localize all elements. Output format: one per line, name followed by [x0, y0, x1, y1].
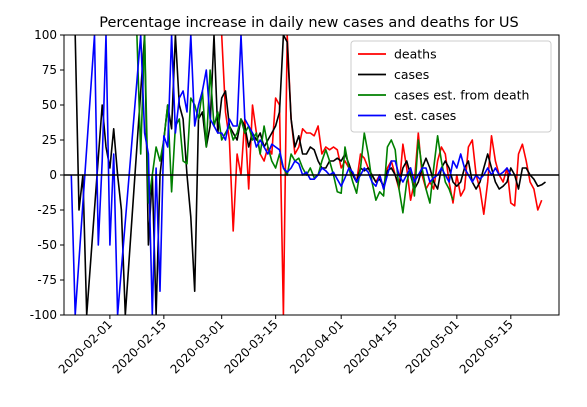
- legend-box: [350, 40, 552, 133]
- legend-label: deaths: [394, 47, 437, 62]
- y-tick-label: 50: [42, 98, 57, 112]
- y-tick-label: 100: [34, 28, 57, 42]
- y-tick-label: -75: [37, 273, 57, 287]
- y-tick-label: 75: [42, 63, 57, 77]
- y-tick-label: -25: [37, 203, 57, 217]
- series-line-cases: [74, 35, 546, 315]
- y-tick-label: 25: [42, 133, 57, 147]
- chart-title: Percentage increase in daily new cases a…: [99, 15, 518, 31]
- legend-label: cases est. from death: [394, 88, 529, 103]
- series-layer: [64, 35, 559, 315]
- legend-label: cases: [394, 67, 429, 82]
- legend-label: est. cases: [394, 108, 456, 123]
- y-tick-label: -100: [30, 308, 57, 322]
- y-tick-label: 0: [49, 168, 57, 182]
- y-tick-label: -50: [37, 238, 57, 252]
- legend: deaths cases cases est. from death est. cas…: [350, 40, 552, 133]
